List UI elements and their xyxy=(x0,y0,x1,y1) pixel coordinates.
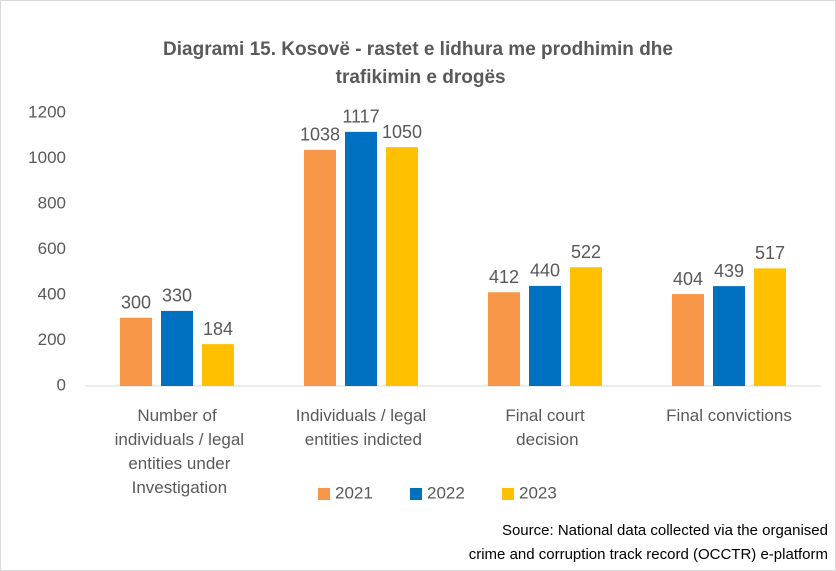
bar xyxy=(713,286,745,386)
data-label: 1050 xyxy=(382,122,422,142)
y-tick-label: 600 xyxy=(38,239,66,258)
legend-swatch xyxy=(410,488,422,500)
data-label: 404 xyxy=(673,269,703,289)
bar xyxy=(120,317,152,386)
legend-swatch xyxy=(502,488,514,500)
bar xyxy=(488,292,520,386)
y-tick-label: 400 xyxy=(38,284,66,303)
x-tick-label: Final convictions xyxy=(666,406,792,425)
data-label: 439 xyxy=(714,261,744,281)
data-label: 330 xyxy=(162,286,192,306)
data-label: 1038 xyxy=(300,125,340,145)
legend-label: 2021 xyxy=(335,483,373,502)
legend-label: 2023 xyxy=(519,483,557,502)
bar xyxy=(161,310,193,386)
y-tick-label: 1200 xyxy=(28,102,66,121)
data-label: 184 xyxy=(203,319,233,339)
data-label: 412 xyxy=(489,267,519,287)
y-tick-label: 1000 xyxy=(28,148,66,167)
data-label: 1117 xyxy=(342,107,379,127)
x-tick-label: Individuals / legal entities indicted xyxy=(296,406,426,449)
x-tick-label: Final court decision xyxy=(505,406,585,449)
y-tick-label: 200 xyxy=(38,330,66,349)
bar xyxy=(672,294,704,386)
bar xyxy=(570,267,602,386)
bar xyxy=(529,285,561,386)
data-label: 522 xyxy=(571,242,601,262)
bar xyxy=(386,147,418,386)
data-label: 300 xyxy=(121,293,151,313)
legend-label: 2022 xyxy=(427,483,465,502)
source-note: Source: National data collected via the … xyxy=(465,522,828,563)
bar xyxy=(304,149,336,386)
data-label: 517 xyxy=(755,243,785,263)
bar xyxy=(754,268,786,386)
bar xyxy=(345,131,377,386)
bar xyxy=(202,344,234,386)
legend-swatch xyxy=(318,488,330,500)
chart-title: Diagrami 15. Kosovë - rastet e lidhura m… xyxy=(163,39,673,88)
x-tick-label: Number of individuals / legal entities u… xyxy=(110,406,244,497)
y-tick-label: 800 xyxy=(38,193,66,212)
data-label: 440 xyxy=(530,261,560,281)
y-tick-label: 0 xyxy=(57,375,66,394)
